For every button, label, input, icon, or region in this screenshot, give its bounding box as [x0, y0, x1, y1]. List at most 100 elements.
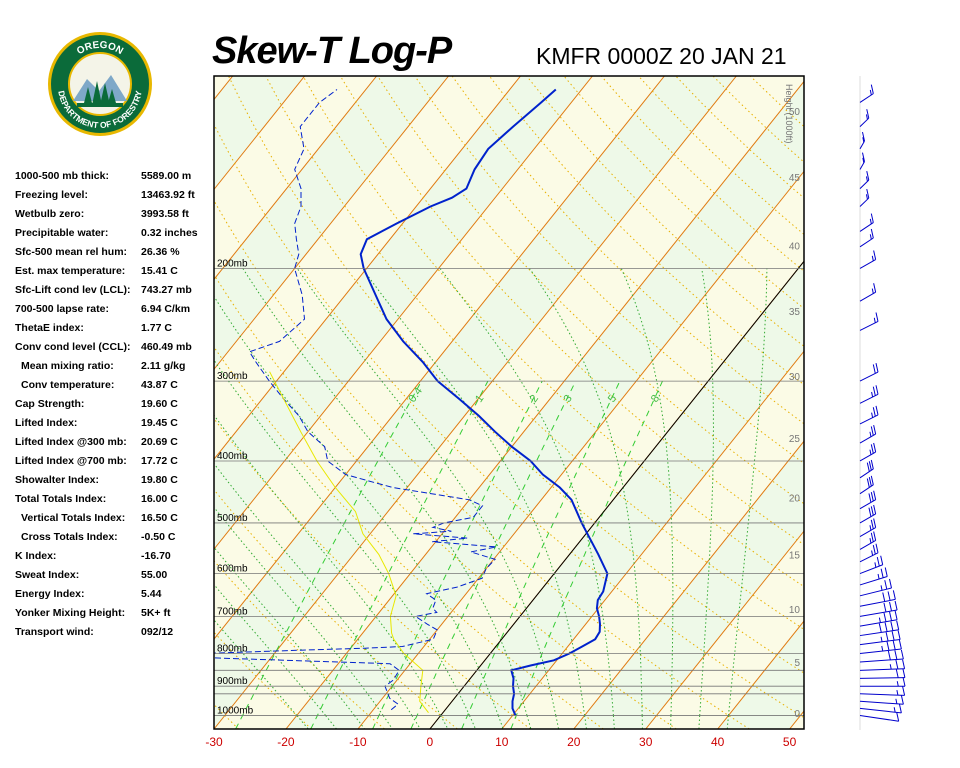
- index-row: Lifted Index @700 mb: 17.72 C: [15, 455, 215, 474]
- dry-adiabat: [377, 76, 804, 505]
- wind-barb: [859, 385, 879, 404]
- moist-adiabat: [214, 583, 337, 729]
- barb-feather: [866, 171, 870, 181]
- barb-feather: [866, 109, 870, 119]
- barb-shaft: [859, 648, 902, 654]
- index-value: 5K+ ft: [141, 607, 171, 619]
- barb-shaft: [859, 575, 888, 586]
- index-label: Est. max temperature:: [15, 265, 126, 277]
- barb-feather: [873, 250, 877, 260]
- isotherm-line: [285, 80, 804, 729]
- stability-indices-panel: 1000-500 mb thick: 5589.00 m Freezing leve…: [15, 170, 215, 645]
- wind-barb: [859, 84, 874, 103]
- x-tick-label: 10: [495, 735, 509, 749]
- barb-feather: [892, 590, 896, 600]
- isotherm-line: [0, 76, 161, 729]
- barb-half-feather: [871, 288, 874, 294]
- barb-feather: [883, 612, 887, 622]
- barb-feather: [880, 568, 884, 578]
- wind-barb: [859, 490, 877, 510]
- index-value: 15.41 C: [141, 265, 178, 277]
- index-value: 0.32 inches: [141, 227, 198, 239]
- height-tick-label: 50: [789, 107, 801, 118]
- dewpoint-line: [214, 89, 497, 711]
- isotherm-line: [214, 76, 521, 460]
- x-tick-label: 40: [711, 735, 725, 749]
- isotherm-line: [214, 76, 234, 101]
- barb-half-feather: [895, 698, 898, 704]
- barb-feather: [878, 623, 882, 633]
- moist-adiabat: [529, 268, 643, 729]
- moist-adiabat: [214, 506, 393, 729]
- mixing-ratio-label: 5: [606, 393, 619, 405]
- index-label: Sfc-Lift cond lev (LCL):: [15, 284, 131, 296]
- moist-adiabat: [214, 462, 421, 729]
- dry-adiabat: [526, 76, 804, 347]
- barb-feather: [862, 131, 865, 142]
- dry-adiabat: [214, 199, 750, 729]
- isotherm-line: [0, 76, 17, 729]
- barb-shaft: [859, 468, 874, 479]
- index-label: Cap Strength:: [15, 398, 85, 410]
- barb-shaft: [859, 197, 870, 207]
- wind-barb: [859, 578, 892, 597]
- index-row: Total Totals Index: 16.00 C: [15, 493, 215, 512]
- barb-feather: [876, 556, 880, 567]
- wind-barb: [859, 630, 901, 646]
- barb-shaft: [859, 714, 899, 722]
- moist-adiabat: [439, 268, 615, 729]
- barb-shaft: [859, 527, 876, 537]
- isobar-label: 500mb: [217, 513, 248, 524]
- isotherm-band: [0, 76, 89, 729]
- barb-half-feather: [869, 525, 872, 531]
- wind-barb: [859, 649, 904, 663]
- barb-feather: [895, 659, 899, 670]
- barb-shaft: [859, 609, 898, 617]
- index-row: Transport wind: 092/12: [15, 626, 215, 645]
- mixing-ratio-label: 2: [528, 393, 541, 405]
- barb-feather: [889, 578, 892, 589]
- barb-shaft: [859, 677, 905, 679]
- index-row: Energy Index: 5.44: [15, 588, 215, 607]
- zero-isotherm: [429, 260, 804, 729]
- index-value: 5.44: [141, 588, 162, 600]
- barb-shaft: [859, 451, 876, 462]
- barb-shaft: [859, 619, 898, 627]
- index-label: Precipitable water:: [15, 227, 109, 239]
- plot-area: 0.4 1 2 3 5 8: [0, 76, 804, 729]
- barb-half-feather: [896, 681, 899, 687]
- barb-shaft: [859, 371, 879, 382]
- wind-barb: [859, 362, 879, 382]
- barb-shaft: [859, 484, 874, 495]
- barb-feather: [884, 567, 888, 577]
- barb-shaft: [859, 668, 905, 671]
- barb-feather: [870, 444, 874, 454]
- index-label: 1000-500 mb thick:: [15, 170, 109, 182]
- index-row: Yonker Mixing Height: 5K+ ft: [15, 607, 215, 626]
- skew-t-diagram: 0.4 1 2 3 5 81000mb900mb800mb700mb600mb500mb4…: [0, 75, 805, 749]
- isobar-label: 600mb: [217, 564, 248, 575]
- index-value: 19.60 C: [141, 398, 178, 410]
- index-value: 20.69 C: [141, 436, 178, 448]
- height-tick-label: 15: [789, 550, 801, 561]
- barb-half-feather: [871, 255, 874, 261]
- barb-feather: [870, 228, 874, 239]
- barb-half-feather: [880, 585, 883, 591]
- wind-barb: [860, 677, 906, 687]
- barb-feather: [894, 650, 898, 660]
- height-axis-title: Height (1000ft): [784, 84, 794, 144]
- index-label: Lifted Index @700 mb:: [15, 455, 127, 467]
- barb-half-feather: [869, 449, 872, 455]
- index-row: Cross Totals Index: -0.50 C: [15, 531, 215, 550]
- barb-feather: [870, 491, 874, 502]
- oregon-department-of-forestry-logo: OREGON DEPARTMENT OF FORESTRY: [48, 32, 152, 136]
- barb-shaft: [859, 540, 876, 550]
- barb-shaft: [859, 161, 865, 170]
- wind-barb: [859, 424, 877, 444]
- wind-barb: [859, 250, 877, 269]
- index-label: Vertical Totals Index:: [21, 512, 126, 524]
- barb-half-feather: [865, 114, 868, 120]
- index-row: Sfc-Lift cond lev (LCL): 743.27 mb: [15, 284, 215, 303]
- isobar-label: 200mb: [217, 258, 248, 269]
- chart-title: Skew-T Log-P: [212, 30, 452, 72]
